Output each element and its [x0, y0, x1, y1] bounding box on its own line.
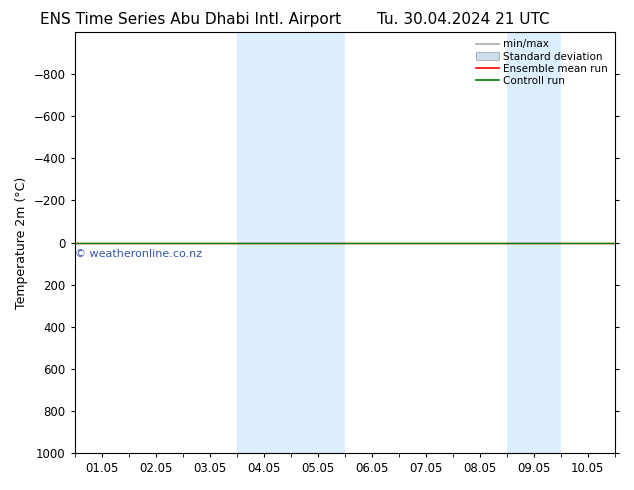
Text: Tu. 30.04.2024 21 UTC: Tu. 30.04.2024 21 UTC	[377, 12, 549, 27]
Text: © weatheronline.co.nz: © weatheronline.co.nz	[75, 249, 202, 259]
Text: ENS Time Series Abu Dhabi Intl. Airport: ENS Time Series Abu Dhabi Intl. Airport	[40, 12, 340, 27]
Y-axis label: Temperature 2m (°C): Temperature 2m (°C)	[15, 176, 28, 309]
Bar	[507, 32, 561, 453]
Legend: min/max, Standard deviation, Ensemble mean run, Controll run: min/max, Standard deviation, Ensemble me…	[474, 37, 610, 88]
Bar	[236, 32, 345, 453]
